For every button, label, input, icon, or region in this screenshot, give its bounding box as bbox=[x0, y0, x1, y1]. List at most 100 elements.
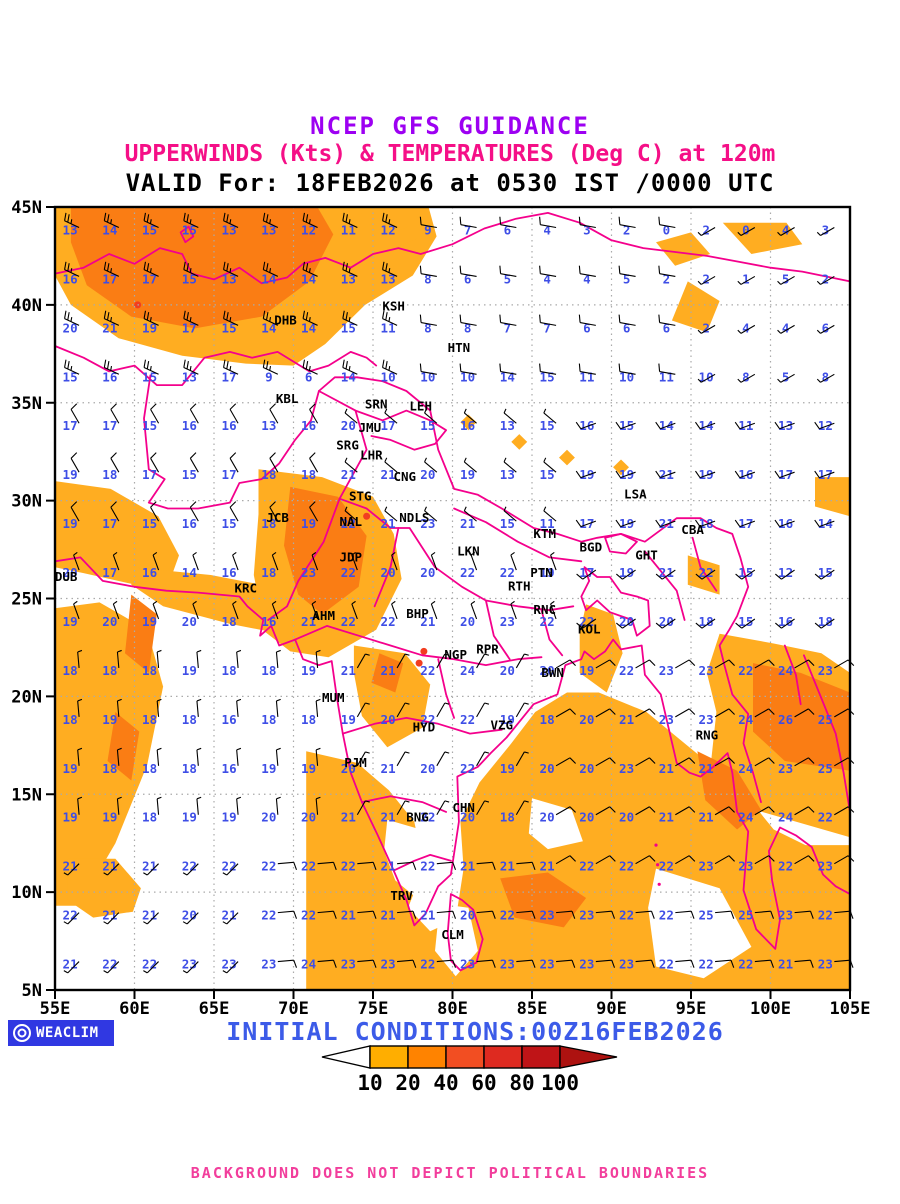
wind-station: 14 bbox=[499, 363, 517, 384]
svg-text:22: 22 bbox=[460, 565, 475, 580]
city-label-rnc: RNC bbox=[533, 602, 556, 617]
city-label-lkn: LKN bbox=[457, 543, 480, 558]
wind-station: 15 bbox=[182, 452, 199, 482]
svg-text:22: 22 bbox=[500, 565, 515, 580]
wind-station: 15 bbox=[420, 408, 438, 433]
svg-text:23: 23 bbox=[222, 957, 237, 972]
svg-text:15: 15 bbox=[222, 516, 237, 531]
wind-station: 15 bbox=[735, 614, 756, 629]
svg-text:22: 22 bbox=[420, 859, 435, 874]
svg-text:7: 7 bbox=[464, 222, 472, 237]
wind-station: 6 bbox=[459, 265, 477, 286]
svg-text:23: 23 bbox=[540, 957, 555, 972]
valid-time-line: VALID For: 18FEB2026 at 0530 IST /0000 U… bbox=[125, 169, 775, 197]
wind-station: 16 bbox=[222, 747, 242, 776]
svg-text:19: 19 bbox=[619, 516, 634, 531]
svg-text:22: 22 bbox=[182, 859, 197, 874]
svg-text:23: 23 bbox=[818, 957, 833, 972]
svg-text:21: 21 bbox=[420, 908, 435, 923]
svg-text:20: 20 bbox=[540, 761, 555, 776]
svg-text:13: 13 bbox=[222, 271, 237, 286]
wind-station: 14 bbox=[261, 310, 279, 335]
svg-text:19: 19 bbox=[142, 614, 157, 629]
wind-station: 16 bbox=[222, 551, 239, 580]
wind-station: 15 bbox=[142, 403, 160, 433]
svg-text:21: 21 bbox=[659, 467, 674, 482]
svg-text:17: 17 bbox=[738, 516, 753, 531]
wind-station: 11 bbox=[578, 363, 596, 384]
wind-station: 18 bbox=[695, 516, 716, 531]
wind-station: 23 bbox=[659, 659, 696, 678]
city-label-clm: CLM bbox=[441, 927, 464, 942]
lat-tick-label: 40N bbox=[11, 296, 42, 316]
svg-text:23: 23 bbox=[778, 761, 793, 776]
city-label-stg: STG bbox=[349, 489, 372, 504]
wind-station: 23 bbox=[540, 957, 576, 972]
city-label-srn: SRN bbox=[365, 397, 388, 412]
wind-station: 19 bbox=[540, 551, 557, 580]
wind-station: 17 bbox=[734, 516, 756, 531]
wind-station: 19 bbox=[63, 600, 80, 629]
wind-station: 21 bbox=[301, 600, 319, 629]
svg-text:22: 22 bbox=[261, 908, 276, 923]
wind-station: 22 bbox=[619, 855, 656, 874]
wind-station: 21 bbox=[63, 957, 80, 974]
lat-tick-label: 45N bbox=[11, 198, 42, 218]
city-label-pjm: PJM bbox=[344, 755, 367, 770]
svg-text:8: 8 bbox=[464, 320, 472, 335]
wind-station: 16 bbox=[182, 403, 199, 433]
wind-station: 21 bbox=[142, 859, 159, 876]
svg-text:18: 18 bbox=[102, 663, 117, 678]
svg-text:17: 17 bbox=[579, 565, 594, 580]
svg-text:15: 15 bbox=[142, 418, 157, 433]
svg-text:9: 9 bbox=[265, 369, 273, 384]
wind-station: 22 bbox=[341, 600, 358, 629]
wind-station: 16 bbox=[261, 600, 279, 629]
svg-text:17: 17 bbox=[579, 516, 594, 531]
wind-station: 0 bbox=[658, 216, 676, 237]
lat-tick-label: 25N bbox=[11, 590, 42, 610]
wind-station: 20 bbox=[655, 614, 676, 629]
svg-text:3: 3 bbox=[822, 222, 830, 237]
lon-tick-label: 55E bbox=[40, 999, 71, 1019]
wind-station: 12 bbox=[814, 418, 835, 433]
svg-text:15: 15 bbox=[142, 369, 157, 384]
wind-station: 4 bbox=[578, 265, 596, 286]
wind-station: 16 bbox=[734, 467, 756, 482]
city-label-cng: CNG bbox=[394, 469, 417, 484]
city-label-bwn: BWN bbox=[541, 665, 564, 680]
wind-station: 15 bbox=[182, 212, 199, 237]
wind-station: 19 bbox=[182, 649, 202, 678]
svg-text:6: 6 bbox=[305, 369, 313, 384]
lon-tick-label: 70E bbox=[278, 999, 309, 1019]
svg-text:17: 17 bbox=[182, 320, 197, 335]
lon-tick-label: 85E bbox=[517, 999, 548, 1019]
svg-text:22: 22 bbox=[619, 663, 634, 678]
wind-station: 21 bbox=[102, 859, 120, 876]
wind-station: 22 bbox=[301, 908, 337, 923]
svg-text:10: 10 bbox=[699, 369, 714, 384]
svg-text:11: 11 bbox=[381, 320, 396, 335]
wind-station: 21 bbox=[63, 859, 80, 876]
svg-text:20: 20 bbox=[619, 614, 634, 629]
wind-station: 17 bbox=[102, 551, 120, 580]
wind-station: 10 bbox=[459, 363, 477, 384]
svg-text:22: 22 bbox=[301, 859, 316, 874]
wind-station: 21 bbox=[102, 310, 120, 335]
svg-text:16: 16 bbox=[63, 271, 78, 286]
svg-text:16: 16 bbox=[182, 516, 197, 531]
wind-station: 22 bbox=[420, 653, 450, 678]
disclaimer-text: BACKGROUND DOES NOT DEPICT POLITICAL BOU… bbox=[190, 1164, 710, 1182]
svg-text:2: 2 bbox=[702, 222, 710, 237]
svg-text:18: 18 bbox=[818, 614, 833, 629]
svg-text:20: 20 bbox=[460, 810, 475, 825]
city-label-lsa: LSA bbox=[624, 487, 647, 502]
city-label-ptn: PTN bbox=[530, 565, 553, 580]
wind-station: 22 bbox=[540, 600, 557, 629]
wind-station: 4 bbox=[539, 265, 557, 286]
city-label-ktm: KTM bbox=[533, 526, 556, 541]
city-label-ndls: NDLS bbox=[399, 510, 429, 525]
svg-text:18: 18 bbox=[500, 810, 515, 825]
svg-text:18: 18 bbox=[102, 467, 117, 482]
